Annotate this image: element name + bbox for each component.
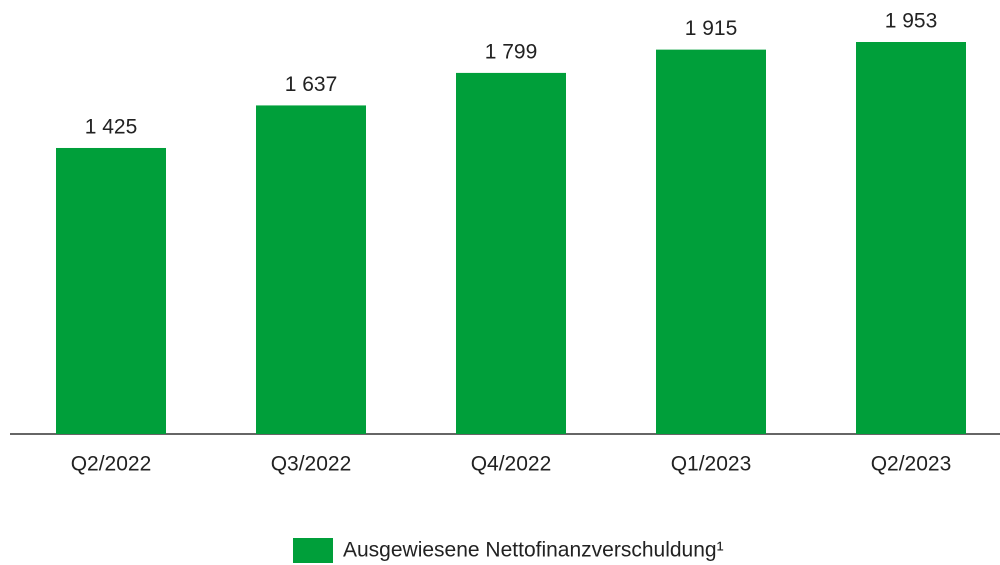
value-label: 1 799 [485, 40, 538, 63]
bar [456, 72, 566, 434]
x-tick-label: Q4/2022 [471, 453, 552, 476]
legend-label: Ausgewiesene Nettofinanzverschuldung¹ [343, 539, 724, 562]
value-label: 1 915 [685, 17, 738, 40]
value-label: 1 425 [85, 116, 138, 139]
x-tick-label: Q2/2023 [871, 453, 952, 476]
legend-swatch [293, 538, 333, 563]
bar [856, 42, 966, 434]
x-tick-label: Q1/2023 [671, 453, 752, 476]
value-label: 1 637 [285, 73, 338, 96]
bar [656, 49, 766, 435]
bar [56, 147, 166, 434]
x-tick-label: Q2/2022 [71, 453, 152, 476]
bar [256, 105, 366, 435]
value-label: 1 953 [885, 10, 938, 33]
x-tick-label: Q3/2022 [271, 453, 352, 476]
